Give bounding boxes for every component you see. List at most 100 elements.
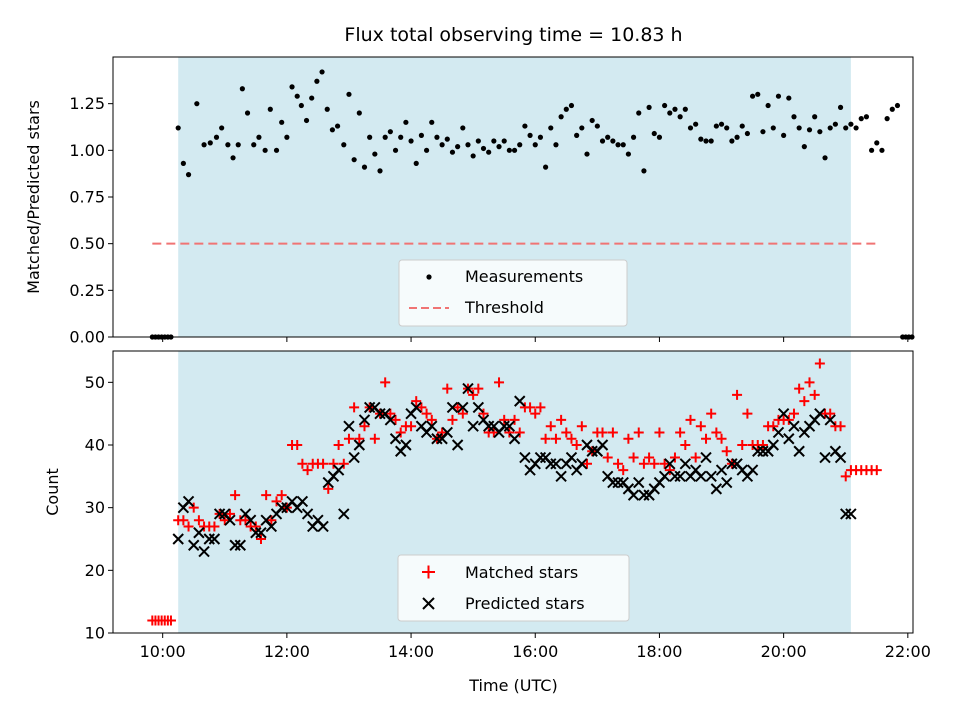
matched-star-point <box>230 490 241 501</box>
measurement-point <box>361 164 368 170</box>
matched-star-point <box>623 433 634 444</box>
measurement-point <box>832 121 838 127</box>
x-tick-label: 16:00 <box>512 642 558 661</box>
predicted-star-point <box>229 539 241 551</box>
predicted-star-point <box>565 451 578 464</box>
predicted-star-point <box>757 445 769 457</box>
matched-star-point <box>669 452 680 463</box>
matched-star-point <box>297 458 308 469</box>
matched-star-point <box>571 440 582 450</box>
matched-star-point <box>349 402 360 413</box>
predicted-star-point <box>457 401 469 414</box>
predicted-star-point <box>555 470 567 483</box>
predicted-star-point <box>389 433 402 445</box>
matched-star-point <box>261 490 272 501</box>
predicted-star-point <box>182 495 195 508</box>
predicted-star-point <box>695 470 707 483</box>
top-panel: 0.00 0.25 0.50 0.75 1.00 1.25 Matched/Predict… <box>24 56 915 347</box>
predicted-star-point <box>576 458 588 470</box>
matched-star-point <box>468 389 479 400</box>
measurement-point <box>636 110 642 116</box>
measurement-point <box>491 138 497 144</box>
measurement-point <box>724 125 730 131</box>
predicted-star-point <box>343 420 355 432</box>
y-tick-label: 1.00 <box>69 141 105 160</box>
matched-star-point <box>473 383 484 394</box>
measurement-point <box>548 125 554 131</box>
predicted-star-point <box>508 433 521 445</box>
measurement-point <box>201 142 207 148</box>
predicted-star-point <box>721 476 733 489</box>
matched-star-point <box>721 446 732 457</box>
measurement-point <box>765 102 771 109</box>
predicted-star-point <box>793 445 805 457</box>
matched-star-point <box>514 427 525 438</box>
measurement-point <box>662 102 668 109</box>
x-tick-label: 18:00 <box>636 642 682 661</box>
predicted-star-point <box>767 439 779 451</box>
matched-star-point <box>550 433 561 444</box>
predicted-star-point <box>746 464 759 476</box>
matched-star-point <box>530 408 541 419</box>
top-data-points <box>149 69 915 340</box>
measurement-point <box>387 129 393 135</box>
matched-star-point <box>219 515 230 526</box>
matched-star-point <box>343 433 354 444</box>
measurement-point <box>894 102 901 109</box>
legend-measurements-marker <box>426 274 432 280</box>
predicted-star-point <box>674 470 686 483</box>
predicted-star-point <box>358 414 371 426</box>
top-legend-box <box>398 259 628 327</box>
predicted-star-point <box>658 470 671 483</box>
matched-star-point <box>188 502 199 513</box>
measurement-point <box>225 142 231 148</box>
matched-star-point <box>597 427 608 438</box>
top-y-axis-label: Matched/Predicted stars <box>24 100 43 294</box>
bottom-x-axis: 10:00 12:00 14:00 16:00 18:00 20:00 22:00 <box>140 633 931 661</box>
measurement-point <box>346 91 352 97</box>
matched-star-point <box>504 427 515 438</box>
bottom-y-axis: 10 20 30 40 50 <box>85 373 113 643</box>
measurement-point <box>781 132 787 138</box>
measurement-point <box>256 134 262 140</box>
measurement-point <box>532 142 538 148</box>
measurement-point <box>303 117 310 124</box>
matched-star-point <box>804 377 815 388</box>
matched-star-point <box>737 440 748 450</box>
measurement-point <box>610 138 616 144</box>
predicted-star-point <box>301 508 314 520</box>
matched-star-point <box>556 414 567 425</box>
predicted-star-point <box>514 395 526 407</box>
y-tick-label: 0.00 <box>69 328 105 347</box>
matched-star-point <box>711 427 722 438</box>
measurement-point <box>439 142 445 148</box>
y-tick-label: 10 <box>85 624 105 643</box>
matched-star-point <box>323 483 334 494</box>
measurement-point <box>219 125 225 131</box>
measurement-point <box>392 147 399 153</box>
measurement-point <box>517 142 523 148</box>
measurement-point <box>791 114 797 120</box>
measurement-point <box>309 95 315 101</box>
predicted-star-point <box>203 533 215 545</box>
predicted-star-point <box>638 489 650 501</box>
predicted-star-point <box>783 433 795 445</box>
measurement-point <box>382 134 388 140</box>
matched-star-point <box>165 615 176 626</box>
measurement-point <box>324 106 330 112</box>
matched-star-point <box>535 402 546 413</box>
y-tick-label: 50 <box>85 373 105 392</box>
measurement-point <box>749 93 756 99</box>
predicted-star-point <box>224 514 236 526</box>
matched-star-point <box>690 452 701 463</box>
predicted-star-point <box>726 458 738 470</box>
measurement-point <box>372 151 378 157</box>
predicted-star-point <box>482 420 495 432</box>
measurement-point <box>796 125 802 131</box>
measurement-point <box>444 136 450 142</box>
matched-star-point <box>250 521 261 532</box>
predicted-star-point <box>664 458 676 470</box>
measurement-point <box>367 134 373 140</box>
matched-star-point <box>613 458 624 469</box>
predicted-star-point <box>710 483 723 495</box>
